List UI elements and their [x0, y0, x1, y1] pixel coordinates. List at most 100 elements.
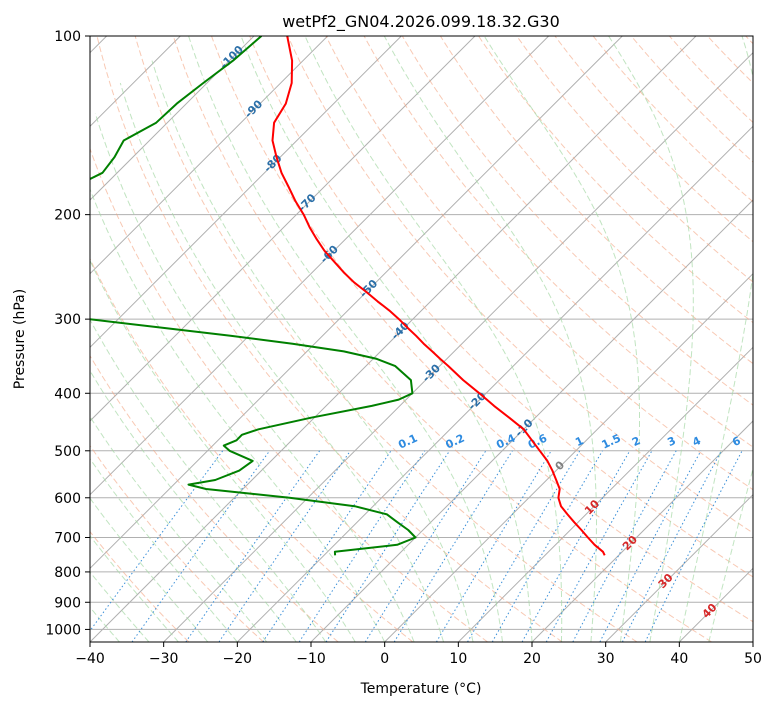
background-lines — [90, 36, 753, 642]
dry-adiabat-line — [90, 444, 264, 642]
mixing-ratio-line — [545, 450, 653, 642]
isotherm-line — [457, 346, 753, 642]
mixing-ratio-label: 3 — [665, 434, 677, 449]
isotherm-line — [90, 36, 476, 422]
mixing-ratio-line — [262, 450, 392, 642]
mixing-ratio-line — [185, 450, 321, 642]
x-tick-label: 30 — [597, 651, 615, 667]
isotherm-line — [752, 641, 753, 642]
dry-adiabat-line — [249, 36, 753, 578]
dry-adiabat-line — [669, 36, 753, 124]
mixing-ratio-line — [467, 450, 581, 642]
background-line-labels: 0.10.20.40.611.52346810131620253036-100-… — [217, 43, 774, 621]
moist-adiabat-line — [90, 457, 238, 642]
mixing-ratio-label: 1 — [573, 434, 585, 449]
isotherm-label: 20 — [620, 533, 640, 553]
y-tick-label: 800 — [54, 565, 81, 581]
isotherm-line — [90, 36, 623, 570]
mixing-ratio-line — [90, 450, 224, 632]
isotherm-label: 30 — [656, 571, 676, 591]
moist-adiabat-line — [90, 571, 150, 642]
mixing-ratio-line — [131, 450, 271, 642]
isotherm-line — [163, 51, 753, 642]
isotherm-label: -90 — [242, 97, 265, 120]
dry-adiabat-line — [325, 36, 753, 491]
isotherm-line — [90, 36, 550, 496]
moist-adiabat-line — [90, 415, 268, 642]
moist-adiabat-line — [90, 535, 179, 642]
mixing-ratio-label: 8 — [762, 434, 774, 449]
isotherm-line — [678, 567, 753, 642]
dry-adiabat-line — [516, 36, 753, 283]
mixing-ratio-label: 0.2 — [443, 432, 466, 452]
mixing-ratio-line — [572, 450, 677, 642]
mixing-ratio-line — [364, 450, 487, 642]
mixing-ratio-line — [298, 450, 426, 642]
isotherm-label: -70 — [295, 191, 318, 214]
x-tick-label: −10 — [296, 651, 326, 667]
chart-title: wetPf2_GN04.2026.099.18.32.G30 — [282, 12, 560, 32]
moist-adiabat-line — [608, 36, 694, 642]
x-tick-label: −40 — [75, 651, 105, 667]
moist-adiabat-line — [240, 36, 533, 642]
y-tick-label: 1000 — [45, 622, 81, 638]
mixing-ratio-line — [325, 450, 451, 642]
dry-adiabat-line — [401, 36, 753, 406]
isotherm-label: -40 — [389, 319, 412, 342]
moist-adiabat-line — [483, 36, 640, 642]
isotherm-line — [90, 36, 329, 275]
mixing-ratio-label: 6 — [730, 434, 743, 449]
moist-adiabat-line — [90, 497, 209, 642]
moist-adiabat-line — [678, 36, 753, 642]
moist-adiabat-line — [383, 36, 597, 642]
mixing-ratio-label: 0.1 — [396, 432, 419, 452]
isotherm-line — [90, 36, 697, 642]
y-tick-label: 600 — [54, 491, 81, 507]
dry-adiabat-line — [630, 36, 753, 163]
moist-adiabat-line — [708, 466, 753, 642]
plot-frame — [89, 35, 754, 643]
mixing-ratio-line — [644, 450, 743, 642]
x-tick-label: −30 — [149, 651, 179, 667]
sounding-profiles — [90, 36, 606, 556]
isotherm-line — [90, 36, 402, 349]
dry-adiabat-line — [592, 36, 753, 203]
isotherm-line — [310, 199, 753, 642]
moist-adiabat-line — [90, 259, 356, 642]
dry-adiabat-line — [478, 36, 753, 324]
y-tick-label: 100 — [54, 29, 81, 45]
dry-adiabat-line — [211, 36, 753, 623]
dry-adiabat-line — [90, 147, 488, 642]
x-axis-label: Temperature (°C) — [360, 681, 482, 697]
isotherm-line — [605, 493, 753, 642]
isotherm-line — [90, 36, 255, 201]
x-tick-label: 0 — [380, 651, 389, 667]
moist-adiabat-line — [94, 113, 415, 642]
dewpoint-line — [90, 36, 417, 556]
x-tick-label: 40 — [670, 651, 688, 667]
mixing-ratio-line — [435, 450, 552, 642]
dry-adiabat-line — [439, 36, 753, 365]
moist-adiabat-line — [90, 369, 297, 642]
dry-adiabat-line — [363, 36, 753, 448]
moist-adiabat-line — [151, 60, 474, 642]
y-tick-label: 400 — [54, 386, 81, 402]
moist-adiabat-line — [188, 36, 503, 642]
isotherm-label: -30 — [420, 361, 443, 384]
y-tick-label: 300 — [54, 312, 81, 328]
mixing-ratio-line — [599, 450, 702, 642]
isotherm-label: -100 — [217, 43, 246, 72]
dry-adiabat-line — [90, 530, 190, 642]
x-tick-label: 50 — [744, 651, 762, 667]
y-tick-label: 900 — [54, 595, 81, 611]
y-tick-label: 700 — [54, 531, 81, 547]
mixing-ratio-label: 1.5 — [600, 432, 623, 452]
dry-adiabat-line — [90, 257, 414, 642]
isotherm-line — [236, 125, 753, 642]
dry-adiabat-line — [554, 36, 753, 243]
x-tick-label: 20 — [523, 651, 541, 667]
y-tick-label: 500 — [54, 444, 81, 460]
temperature-line — [271, 36, 606, 556]
isotherm-label: 10 — [582, 497, 602, 517]
